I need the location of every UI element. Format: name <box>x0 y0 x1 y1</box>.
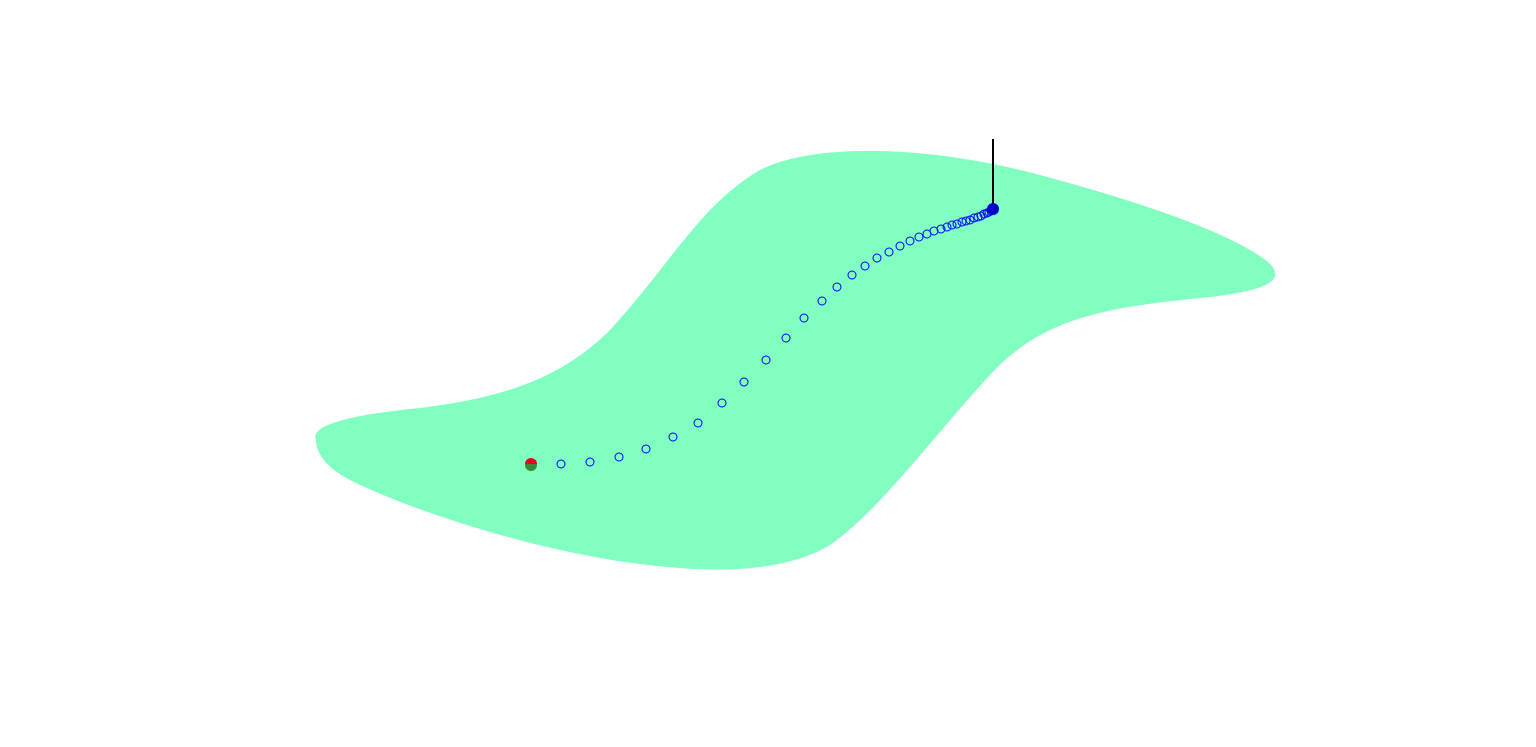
end-marker <box>987 203 999 215</box>
trajectory-marker <box>817 296 827 306</box>
trajectory-marker <box>832 282 842 292</box>
trajectory-marker <box>641 444 651 454</box>
trajectory-marker <box>929 226 939 236</box>
trajectory-marker <box>884 247 894 257</box>
trajectory-marker <box>952 219 962 229</box>
trajectory-marker <box>799 313 809 323</box>
trajectory-marker <box>717 398 727 408</box>
trajectory-marker <box>936 224 946 234</box>
trajectory-marker <box>556 459 566 469</box>
trajectory-marker <box>860 261 870 271</box>
trajectory-marker <box>614 452 624 462</box>
trajectory-marker <box>905 236 915 246</box>
trajectory-marker <box>961 216 971 226</box>
trajectory-marker <box>761 355 771 365</box>
surface-mesh <box>315 150 1276 570</box>
trajectory-marker <box>872 253 882 263</box>
start-marker <box>525 458 537 471</box>
trajectory-marker <box>693 418 703 428</box>
start-point-dot <box>525 458 537 464</box>
trajectory-marker <box>668 432 678 442</box>
trajectory-marker <box>914 232 924 242</box>
trajectory-marker <box>942 222 952 232</box>
trajectory-marker <box>976 211 986 221</box>
trajectory-marker <box>739 377 749 387</box>
trajectory-marker <box>781 333 791 343</box>
trajectory-marker <box>847 270 857 280</box>
trajectory-marker <box>947 220 957 230</box>
trajectory-marker <box>895 241 905 251</box>
trajectory-marker <box>969 213 979 223</box>
trajectory-markers <box>556 205 998 469</box>
trajectory-marker <box>585 457 595 467</box>
end-point-dot <box>987 203 999 215</box>
